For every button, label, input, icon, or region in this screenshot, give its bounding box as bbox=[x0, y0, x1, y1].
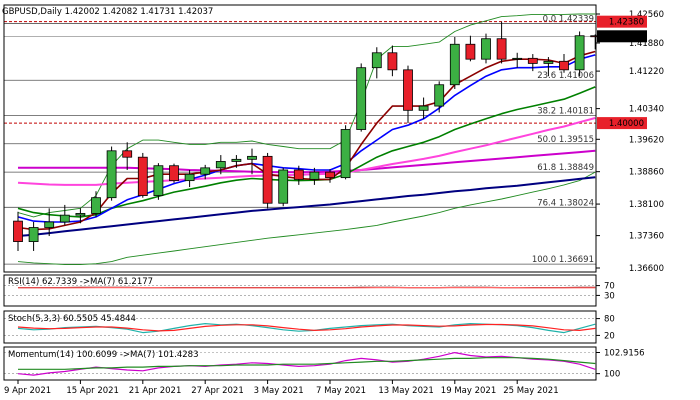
candle-body bbox=[278, 169, 289, 204]
price-tick-label: 1.41220 bbox=[629, 67, 664, 77]
price-tick-label: 1.42560 bbox=[629, 10, 664, 20]
price-tick-label: 1.39620 bbox=[629, 135, 664, 145]
indicator-line bbox=[17, 323, 596, 332]
candle-body bbox=[28, 227, 39, 242]
candle-body bbox=[122, 150, 133, 158]
level-price-tag: 1.40000 bbox=[609, 119, 644, 129]
fib-label: 61.8 1.38849 bbox=[537, 163, 594, 173]
indicator-tick-label: 20 bbox=[604, 331, 615, 341]
price-tick-label: 1.37360 bbox=[629, 232, 664, 242]
candle-body bbox=[215, 161, 226, 169]
candle-body bbox=[387, 52, 398, 71]
high-price-tag-box bbox=[597, 15, 647, 28]
candle-body bbox=[137, 156, 148, 196]
date-tick-label: 25 May 2021 bbox=[503, 386, 558, 396]
stoch-label: Stoch(5,3,3) 60.5505 45.4844 bbox=[8, 314, 136, 324]
indicator-tick-label: 80 bbox=[604, 315, 615, 325]
fib-label: 100.0 1.36691 bbox=[532, 255, 594, 265]
candle-body bbox=[44, 221, 55, 228]
date-tick-label: 13 May 2021 bbox=[378, 386, 433, 396]
indicator-line bbox=[18, 357, 596, 370]
candle-body bbox=[340, 129, 351, 179]
candle-body bbox=[184, 173, 195, 182]
candle-body bbox=[75, 213, 86, 216]
date-tick-label: 27 Apr 2021 bbox=[191, 386, 244, 396]
indicator-tick-label: 70 bbox=[604, 282, 615, 292]
fib-label: 50.0 1.39515 bbox=[537, 135, 594, 145]
indicator-tick-label: 102.9156 bbox=[604, 349, 645, 359]
indicator-frame bbox=[3, 346, 597, 381]
candle-body bbox=[91, 197, 101, 214]
candle-body bbox=[481, 38, 491, 60]
indicator-line bbox=[17, 352, 596, 376]
fib-label: 0.0 1.42339 bbox=[543, 14, 594, 24]
current-price-tag-box bbox=[597, 30, 647, 43]
candle-body bbox=[356, 67, 367, 130]
candle-body bbox=[200, 167, 211, 175]
candle-body bbox=[496, 38, 507, 60]
candle-body bbox=[169, 165, 179, 182]
level-price-tag-box bbox=[597, 117, 647, 130]
date-tick-label: 15 Apr 2021 bbox=[66, 386, 119, 396]
candle-body bbox=[106, 150, 117, 199]
candle-body bbox=[543, 60, 554, 64]
rsi-label: RSI(14) 62.7339 ->MA(7) 61.2177 bbox=[8, 277, 153, 287]
candle-body bbox=[293, 169, 304, 180]
candle-body bbox=[449, 43, 460, 86]
date-tick-label: 19 May 2021 bbox=[441, 386, 496, 396]
indicator-frame bbox=[3, 274, 597, 307]
current-price-tag: 1.42037 bbox=[609, 32, 644, 42]
fib-label: 23.6 1.41006 bbox=[537, 71, 594, 81]
candle-body bbox=[262, 155, 273, 204]
candle-body bbox=[59, 214, 70, 223]
candle-body bbox=[247, 155, 257, 160]
candle-body bbox=[153, 165, 164, 196]
date-tick-label: 3 May 2021 bbox=[254, 386, 304, 396]
fib-label: 76.4 1.38024 bbox=[537, 198, 594, 208]
candle-body bbox=[434, 84, 445, 107]
price-tick-label: 1.38860 bbox=[629, 168, 664, 178]
price-tick-label: 1.40340 bbox=[629, 105, 664, 115]
labels: GBPUSD,Daily 1.42002 1.42082 1.41731 1.4… bbox=[2, 7, 213, 360]
indicator-frame bbox=[3, 310, 597, 344]
moving-average-line bbox=[17, 54, 596, 223]
axes: 1.42560 1.41880 1.41220 1.40340 1.39620 1.388… bbox=[3, 4, 664, 396]
moving-average-line bbox=[17, 176, 596, 237]
candle-body bbox=[325, 171, 335, 179]
candle-body bbox=[527, 57, 538, 64]
momentum-label: Momentum(14) 100.6099 ->MA(7) 101.4283 bbox=[8, 350, 198, 360]
candle-body bbox=[465, 43, 476, 60]
main-panel: 0.0 1.42339 23.6 1.41006 38.2 1.40181 50.0 … bbox=[4, 13, 601, 266]
main-frame bbox=[3, 4, 597, 273]
bollinger-lower-line bbox=[17, 171, 596, 266]
price-tick-label: 1.36600 bbox=[629, 264, 664, 274]
date-tick-label: 7 May 2021 bbox=[316, 386, 366, 396]
candle-body bbox=[309, 171, 320, 180]
candle-body bbox=[559, 60, 569, 71]
date-tick-label: 21 Apr 2021 bbox=[129, 386, 182, 396]
candle-body bbox=[512, 57, 523, 60]
indicator-panels bbox=[4, 285, 596, 376]
candle-body bbox=[574, 35, 585, 71]
indicator-tick-label: 100 bbox=[604, 370, 620, 380]
indicator-tick-label: 30 bbox=[604, 291, 615, 301]
candle-body bbox=[371, 52, 382, 69]
high-price-tag: 1.42380 bbox=[609, 18, 644, 28]
candle-body bbox=[13, 220, 23, 242]
chart-title: GBPUSD,Daily 1.42002 1.42082 1.41731 1.4… bbox=[2, 7, 213, 17]
candle-body bbox=[418, 105, 429, 111]
candle-body bbox=[403, 69, 413, 111]
candle-body bbox=[231, 158, 242, 162]
date-tick-label: 9 Apr 2021 bbox=[4, 386, 51, 396]
price-tick-label: 1.41880 bbox=[629, 39, 664, 49]
price-tick-label: 1.38100 bbox=[629, 200, 664, 210]
fib-label: 38.2 1.40181 bbox=[537, 106, 594, 116]
